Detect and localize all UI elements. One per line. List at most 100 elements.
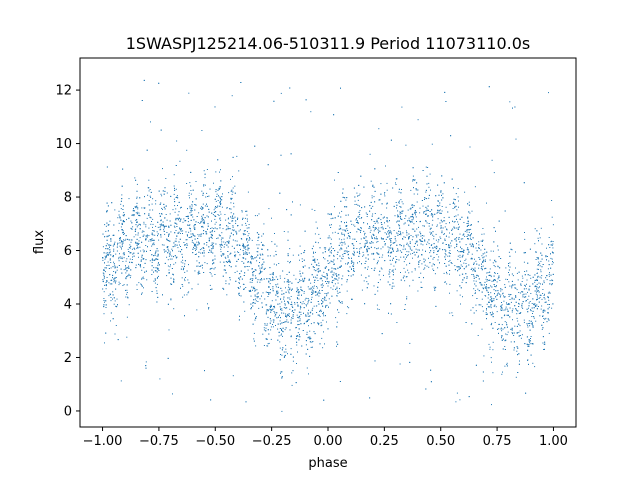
data-point (506, 322, 507, 324)
data-point (212, 246, 214, 248)
data-point (394, 236, 396, 238)
data-point (493, 265, 495, 266)
data-point (425, 191, 427, 193)
data-point (233, 206, 235, 208)
data-point (117, 217, 119, 219)
data-point (511, 280, 513, 282)
data-point (539, 233, 540, 235)
data-point (266, 309, 268, 311)
data-point (290, 296, 292, 297)
data-point (410, 221, 412, 222)
data-point (459, 285, 461, 287)
data-point (327, 285, 329, 287)
data-point (139, 197, 141, 199)
data-point (376, 220, 378, 222)
data-point (388, 247, 390, 249)
data-point (325, 266, 327, 268)
data-point (511, 310, 513, 311)
data-point (159, 378, 161, 380)
data-point (323, 299, 325, 301)
data-point (320, 284, 322, 286)
data-point (471, 253, 473, 255)
data-point (373, 196, 375, 198)
data-point (195, 245, 197, 247)
data-point (212, 259, 214, 261)
data-point (353, 271, 355, 272)
data-point (202, 226, 204, 228)
data-point (470, 224, 472, 226)
data-point (514, 287, 516, 289)
data-point (486, 303, 488, 305)
data-point (474, 258, 475, 260)
data-point (441, 194, 442, 196)
data-point (249, 237, 250, 238)
data-point (408, 217, 410, 219)
data-point (321, 337, 323, 339)
data-point (257, 240, 259, 241)
data-point (338, 277, 340, 279)
data-point (210, 233, 212, 235)
data-point (243, 283, 245, 285)
data-point (308, 309, 309, 311)
data-point (231, 229, 233, 231)
data-point (257, 301, 259, 302)
data-point (158, 275, 159, 277)
data-point (502, 293, 504, 295)
data-point (364, 245, 366, 247)
data-point (336, 276, 338, 277)
data-point (399, 250, 401, 252)
data-point (123, 233, 125, 235)
data-point (399, 213, 401, 215)
data-point (324, 343, 325, 345)
data-point (430, 233, 432, 235)
data-point (234, 192, 236, 194)
data-point (188, 291, 190, 293)
data-point (313, 285, 315, 287)
data-point (288, 291, 290, 293)
data-point (471, 323, 473, 325)
data-point (145, 236, 147, 238)
data-point (243, 301, 245, 303)
data-point (211, 267, 213, 269)
data-point (251, 281, 253, 283)
data-point (238, 252, 240, 253)
data-point (340, 247, 342, 249)
data-point (396, 244, 398, 246)
data-point (272, 276, 273, 278)
data-point (197, 265, 199, 267)
data-point (536, 268, 538, 270)
data-point (550, 257, 552, 259)
data-point (230, 178, 231, 180)
data-point (213, 212, 215, 213)
data-point (120, 380, 122, 382)
data-point (262, 233, 264, 235)
data-point (528, 295, 530, 297)
data-point (109, 249, 111, 251)
data-point (504, 346, 506, 347)
data-point (360, 238, 362, 240)
data-point (212, 245, 214, 247)
data-point (343, 253, 345, 254)
data-point (263, 223, 265, 225)
data-point (527, 291, 528, 293)
data-point (113, 263, 115, 265)
data-point (105, 256, 107, 258)
data-point (112, 318, 114, 320)
data-point (538, 301, 540, 303)
data-point (251, 258, 252, 260)
data-point (484, 295, 486, 296)
data-point (540, 269, 542, 271)
data-point (548, 299, 550, 301)
data-point (234, 251, 236, 253)
data-point (345, 199, 347, 201)
data-point (194, 244, 196, 246)
data-point (536, 278, 538, 280)
data-point (102, 280, 104, 282)
data-point (267, 164, 269, 166)
data-point (413, 228, 415, 230)
data-point (469, 212, 471, 214)
data-point (155, 200, 157, 202)
data-point (494, 322, 496, 323)
data-point (484, 281, 486, 283)
data-point (400, 234, 402, 236)
